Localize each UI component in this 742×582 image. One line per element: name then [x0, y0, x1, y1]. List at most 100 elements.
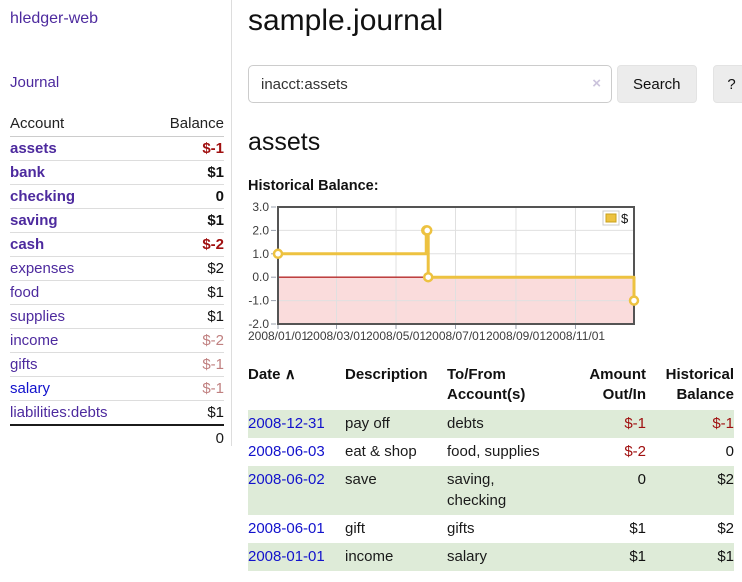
y-axis-tick-label: 1.0	[252, 247, 269, 261]
x-axis-tick-label: 2008/11/01	[546, 329, 605, 343]
main-content: sample.journal × Search ? assets Histori…	[232, 0, 742, 582]
plot-border	[277, 206, 635, 325]
account-link[interactable]: supplies	[10, 308, 66, 325]
transaction-row: 2008-12-31 pay off debts $-1 $-1	[248, 409, 734, 438]
account-link[interactable]: gifts	[10, 356, 38, 373]
account-link[interactable]: checking	[10, 188, 76, 205]
account-link[interactable]: expenses	[10, 260, 75, 277]
accounts-table: Account Balance assets $-1 bank $1 checking 0…	[10, 112, 224, 450]
transaction-amount: 0	[637, 470, 646, 488]
register-header-balance: Historical Balance	[665, 366, 734, 403]
transaction-balance: $-1	[712, 414, 734, 432]
data-point-marker	[628, 295, 640, 306]
transaction-description: pay off	[345, 414, 390, 432]
account-balance: $-2	[147, 232, 224, 257]
transaction-balance: $2	[717, 519, 734, 537]
accounts-header-balance: Balance	[147, 112, 224, 137]
transaction-date-link[interactable]: 2008-12-31	[248, 414, 325, 432]
account-balance: $1	[147, 208, 224, 233]
data-point-marker	[421, 225, 433, 236]
account-row: liabilities:debts $1	[10, 400, 224, 425]
x-axis-tick-label: 2008/09/01	[486, 329, 546, 343]
transaction-accounts: salary	[447, 547, 488, 565]
transaction-date-link[interactable]: 2008-06-02	[248, 470, 325, 488]
account-link[interactable]: income	[10, 332, 59, 349]
account-balance: $-1	[147, 352, 224, 377]
account-row: expenses $2	[10, 256, 224, 281]
transaction-accounts: gifts	[447, 519, 475, 537]
account-balance: $-2	[147, 328, 224, 353]
sidebar-item-journal[interactable]: Journal	[10, 74, 60, 91]
y-axis-tick-label: 2.0	[252, 223, 269, 237]
register-table: Date ∧ Description To/From Account(s) Am…	[248, 363, 734, 571]
transaction-row: 2008-01-01 income salary $1 $1	[248, 542, 734, 571]
account-link[interactable]: salary	[10, 380, 51, 397]
register-header-date[interactable]: Date ∧	[248, 366, 296, 383]
y-axis-tick-label: -1.0	[248, 294, 269, 308]
accounts-total-row: 0	[10, 424, 224, 450]
transaction-description: income	[345, 547, 394, 565]
register-header-description: Description	[345, 366, 428, 383]
search-bar: × Search ?	[248, 65, 742, 103]
search-input[interactable]	[248, 65, 612, 103]
transaction-amount: $-1	[624, 414, 646, 432]
transaction-date-link[interactable]: 2008-06-03	[248, 442, 325, 460]
data-point-marker	[272, 248, 284, 260]
account-row: salary $-1	[10, 376, 224, 401]
account-row: bank $1	[10, 160, 224, 185]
transaction-description: eat & shop	[345, 442, 417, 460]
transaction-accounts: saving, checking	[447, 470, 507, 509]
transaction-accounts: debts	[447, 414, 484, 432]
transaction-description: gift	[345, 519, 366, 537]
page-title: sample.journal	[248, 4, 444, 37]
account-row: gifts $-1	[10, 352, 224, 377]
account-heading: assets	[248, 128, 321, 156]
account-link[interactable]: food	[10, 284, 40, 301]
app-brand-link[interactable]: hledger-web	[10, 10, 99, 27]
transaction-amount: $-2	[624, 442, 646, 460]
account-balance: $-1	[147, 376, 224, 401]
account-row: cash $-2	[10, 232, 224, 257]
register-header-accounts: To/From Account(s)	[447, 366, 526, 403]
transaction-date-link[interactable]: 2008-01-01	[248, 547, 325, 565]
account-row: saving $1	[10, 208, 224, 233]
account-link[interactable]: saving	[10, 212, 58, 229]
account-balance: $1	[147, 304, 224, 329]
accounts-header-account: Account	[10, 112, 148, 137]
account-balance: $1	[147, 280, 224, 305]
account-balance: $-1	[202, 140, 224, 157]
account-link[interactable]: assets	[10, 140, 57, 157]
x-axis-tick-label: 2008/05/01	[366, 329, 426, 343]
transaction-row: 2008-06-03 eat & shop food, supplies $-2 0	[248, 438, 734, 466]
search-button[interactable]: Search	[617, 65, 697, 103]
transaction-date-link[interactable]: 2008-06-01	[248, 519, 325, 537]
transaction-balance: 0	[725, 442, 734, 460]
account-balance: $1	[147, 400, 224, 425]
accounts-total-value: 0	[147, 424, 224, 450]
transaction-row: 2008-06-02 save saving, checking 0 $2	[248, 465, 734, 515]
x-axis-tick-label: 2008/07/01	[425, 329, 485, 343]
help-button[interactable]: ?	[712, 65, 742, 103]
account-row: supplies $1	[10, 304, 224, 329]
account-row: food $1	[10, 280, 224, 305]
y-axis-tick-label: -2.0	[248, 317, 269, 331]
balance-chart: 2008/01/01 2008/03/01 2008/05/01 2008/07/01…	[248, 200, 742, 347]
register-header-amount: Amount Out/In	[589, 366, 646, 403]
transaction-balance: $1	[717, 547, 734, 565]
transaction-row: 2008-06-01 gift gifts $1 $2	[248, 515, 734, 543]
y-axis-tick-label: 3.0	[252, 200, 269, 214]
transaction-amount: $1	[629, 547, 646, 565]
sidebar: hledger-web Journal Account Balance asse…	[0, 0, 232, 450]
account-row: income $-2	[10, 328, 224, 353]
clear-search-icon[interactable]: ×	[592, 75, 601, 92]
account-balance: $2	[147, 256, 224, 281]
legend-swatch	[605, 213, 617, 223]
account-link[interactable]: bank	[10, 164, 46, 181]
transaction-balance: $2	[717, 470, 734, 488]
transaction-accounts: food, supplies	[447, 442, 540, 460]
account-link[interactable]: liabilities:debts	[10, 404, 108, 421]
y-axis-tick-label: 0.0	[252, 270, 269, 284]
account-link[interactable]: cash	[10, 236, 45, 253]
sort-ascending-icon: ∧	[284, 366, 296, 383]
account-balance: $1	[147, 160, 224, 185]
